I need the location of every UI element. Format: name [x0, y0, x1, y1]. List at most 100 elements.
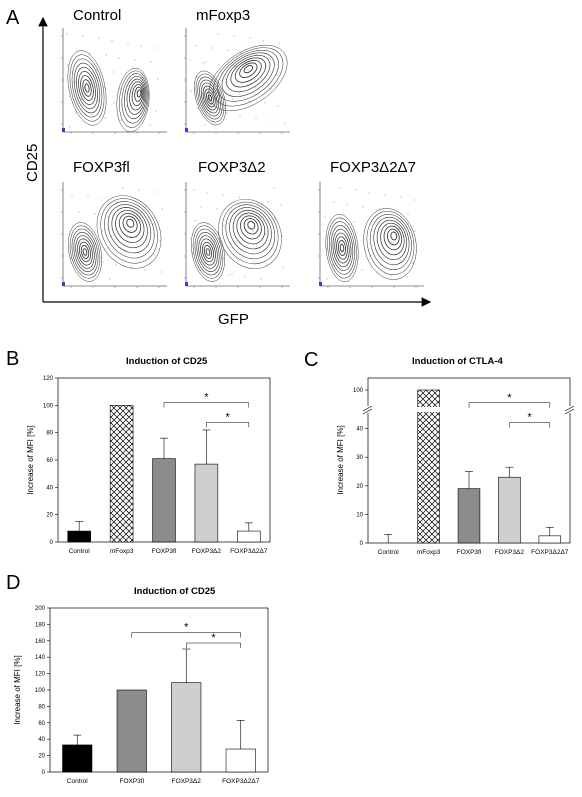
flow-contour — [327, 217, 357, 279]
flow-event — [127, 42, 129, 44]
flow-contour — [78, 71, 96, 105]
flow-plot-1 — [184, 28, 290, 134]
flow-contour — [380, 222, 405, 256]
axis-break — [565, 406, 575, 413]
flow-event — [377, 271, 379, 273]
flow-contour — [122, 215, 138, 233]
flow-contour — [194, 228, 222, 276]
flow-event — [81, 98, 83, 100]
bar-4 — [538, 535, 562, 544]
flow-event — [249, 37, 251, 39]
flow-event — [217, 33, 219, 35]
flow-event — [83, 66, 85, 68]
flow-contour — [202, 85, 218, 111]
flow-event — [391, 211, 393, 213]
flow-event — [206, 192, 208, 194]
bar-1 — [109, 405, 134, 543]
flow-event — [266, 264, 268, 266]
y-tick-label: 160 — [35, 639, 46, 645]
y-tick-label: 80 — [38, 704, 45, 710]
flow-event — [141, 76, 143, 78]
flow-contour — [232, 209, 269, 250]
y-tick-label: 0 — [42, 770, 46, 776]
y-tick-label: 0 — [360, 541, 364, 547]
flow-contour — [104, 201, 155, 259]
flow-event — [230, 242, 232, 244]
flow-event — [117, 232, 119, 234]
flow-contour — [80, 245, 90, 259]
flow-contour — [205, 248, 211, 256]
category-label: FOXP3fl — [457, 549, 482, 556]
y-tick-label: 100 — [35, 688, 46, 694]
flow-event — [116, 201, 118, 203]
flow-event — [363, 237, 365, 239]
flow-event — [205, 61, 207, 63]
flow-event — [67, 64, 69, 66]
flow-contour — [118, 212, 142, 238]
significance-bracket — [163, 402, 250, 408]
axis-break — [363, 406, 373, 413]
flow-contour — [236, 212, 266, 245]
flow-event — [108, 247, 110, 249]
flow-contour — [332, 228, 352, 268]
axis-break-mark — [564, 408, 575, 415]
flow-event — [87, 196, 89, 198]
flow-event — [85, 228, 87, 230]
flow-event — [154, 191, 156, 193]
bar-1 — [116, 689, 147, 773]
significance-bracket — [468, 402, 551, 408]
flow-event — [150, 61, 152, 63]
flow-event — [66, 33, 68, 35]
flow-event — [115, 264, 117, 266]
category-label: Control — [69, 548, 91, 555]
flow-event — [145, 206, 147, 208]
flow-event — [149, 124, 151, 126]
bar-0 — [67, 530, 91, 543]
bar-break-gap — [416, 407, 441, 412]
flow-event — [276, 74, 278, 76]
flow-event — [248, 100, 250, 102]
y-tick-label: 20 — [38, 754, 45, 760]
chart-c-title: Induction of CTLA-4 — [412, 356, 503, 367]
flow-event — [200, 206, 202, 208]
flow-contour — [199, 79, 221, 117]
flow-event — [86, 259, 88, 261]
flow-contour — [73, 231, 97, 273]
flow-event — [79, 242, 81, 244]
flow-contour — [387, 228, 400, 246]
flow-contour — [363, 208, 417, 280]
flow-contour — [116, 67, 150, 133]
flow-contour — [126, 78, 146, 115]
flow-event — [325, 247, 327, 249]
flow-event — [392, 242, 394, 244]
y-tick-label: 80 — [46, 431, 53, 437]
flow-event — [241, 83, 243, 85]
flow-origin-marker — [319, 282, 322, 286]
bar-1 — [417, 389, 440, 544]
flow-event — [238, 196, 240, 198]
flow-title-foxp3d2d7: FOXP3Δ2Δ7 — [330, 159, 416, 176]
flow-event — [129, 204, 131, 206]
bar-2 — [152, 458, 176, 543]
flow-event — [251, 199, 253, 201]
svg-text:FOXP3fl: FOXP3fl — [73, 159, 130, 176]
flow-contour — [194, 70, 226, 126]
flow-contour — [190, 222, 226, 282]
category-label: FOXP3Δ2Δ7 — [230, 548, 268, 555]
bar-4 — [237, 530, 261, 543]
chart-d-title: Induction of CD25 — [134, 586, 216, 597]
flow-contour — [134, 86, 143, 102]
flow-plot-0 — [61, 28, 167, 134]
flow-contour — [107, 204, 152, 254]
flow-event — [199, 269, 201, 271]
category-label: Control — [67, 778, 89, 785]
significance-bracket — [186, 642, 241, 648]
flow-event — [93, 276, 95, 278]
flow-event — [97, 100, 99, 102]
y-tick-label: 200 — [35, 606, 46, 612]
flow-contour — [198, 235, 218, 269]
significance-star: * — [225, 411, 230, 423]
flow-event — [384, 194, 386, 196]
flow-event — [201, 237, 203, 239]
